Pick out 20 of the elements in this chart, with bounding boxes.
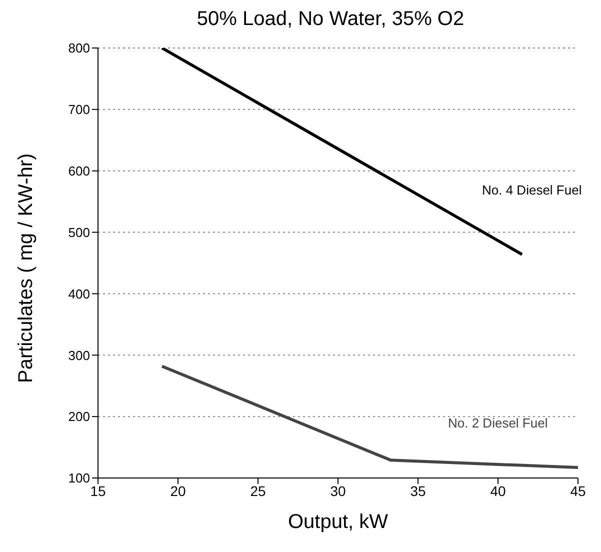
x-tick-label: 45 <box>570 482 586 499</box>
y-tick-label: 300 <box>68 348 90 363</box>
y-tick-label: 600 <box>68 163 90 178</box>
x-tick-label: 30 <box>330 482 346 499</box>
x-tick-label: 35 <box>410 482 426 499</box>
y-tick-label: 100 <box>68 470 90 486</box>
x-axis-title: Output, kW <box>288 511 388 533</box>
x-tick-label: 25 <box>250 482 266 499</box>
y-tick-label: 700 <box>68 102 90 118</box>
chart-title: 50% Load, No Water, 35% O2 <box>196 8 466 32</box>
y-axis-title: Particulates ( mg / KW-hr) <box>15 153 38 383</box>
text: No. 2 Diesel Fuel <box>448 416 548 431</box>
text: No. 4 Diesel Fuel <box>482 182 582 198</box>
y-tick-label: 400 <box>68 286 90 302</box>
x-tick-label: 20 <box>170 482 186 499</box>
y-tick-label: 200 <box>68 409 90 424</box>
y-tick-label: 500 <box>68 224 90 240</box>
x-tick-label: 40 <box>490 482 506 499</box>
y-tick-label: 800 <box>68 40 90 56</box>
x-tick-label: 15 <box>90 482 106 499</box>
